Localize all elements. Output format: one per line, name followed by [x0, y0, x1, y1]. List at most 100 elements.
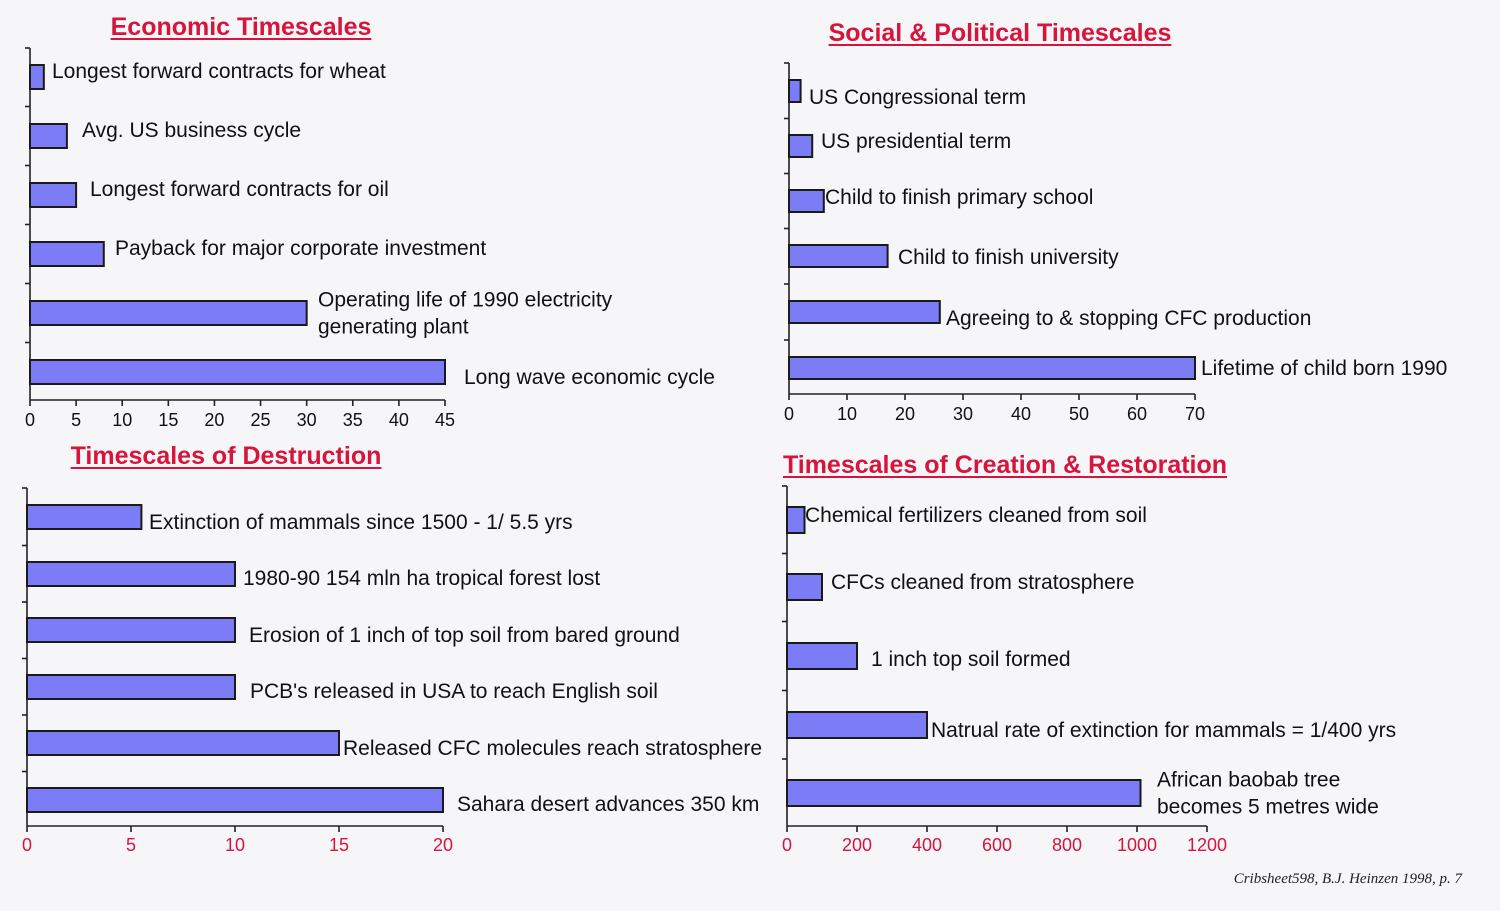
bar — [26, 617, 236, 643]
chart-title: Timescales of Creation & Restoration — [783, 451, 1227, 479]
x-tick-label: 50 — [1069, 404, 1089, 424]
x-tick-label: 70 — [1185, 404, 1205, 424]
x-tick-label: 25 — [251, 410, 271, 430]
category-label: Payback for major corporate investment — [115, 237, 486, 260]
category-label-line: CFCs cleaned from stratosphere — [831, 571, 1134, 594]
category-label: Long wave economic cycle — [464, 366, 715, 389]
chart-title: Timescales of Destruction — [71, 442, 382, 470]
category-label-line: Payback for major corporate investment — [115, 237, 486, 260]
category-label-line: Child to finish university — [898, 246, 1119, 269]
bar — [29, 300, 308, 326]
chart-1: Economic Timescales 0 5 10 15 20 25 30 35 40 45 Lon… — [25, 13, 715, 430]
x-tick-label: 30 — [953, 404, 973, 424]
category-label-line: 1 inch top soil formed — [871, 648, 1071, 671]
bar — [29, 64, 45, 90]
category-label-line: US Congressional term — [809, 86, 1026, 109]
bar — [788, 189, 825, 213]
category-label: PCB's released in USA to reach English s… — [250, 680, 658, 703]
category-label: 1 inch top soil formed — [871, 648, 1071, 671]
x-tick-label: 15 — [158, 410, 178, 430]
x-tick-label: 35 — [343, 410, 363, 430]
category-label-line: generating plant — [318, 316, 469, 339]
x-tick-label: 5 — [126, 835, 136, 855]
category-label-line: Lifetime of child born 1990 — [1201, 357, 1447, 380]
category-label-line: Child to finish primary school — [825, 186, 1093, 209]
category-label: Agreeing to & stopping CFC production — [946, 307, 1311, 330]
bar — [26, 674, 236, 700]
x-tick-label: 5 — [71, 410, 81, 430]
bar — [29, 359, 446, 385]
bar — [26, 787, 444, 813]
category-label: Erosion of 1 inch of top soil from bared… — [249, 624, 680, 647]
bar — [786, 573, 823, 601]
bar — [788, 300, 941, 324]
category-label: Released CFC molecules reach stratospher… — [343, 737, 762, 760]
category-label: Chemical fertilizers cleaned from soil — [805, 504, 1147, 527]
category-label-line: Chemical fertilizers cleaned from soil — [805, 504, 1147, 527]
category-label: Operating life of 1990 electricity genera… — [318, 289, 613, 339]
x-tick-label: 800 — [1052, 835, 1082, 855]
x-tick-label: 20 — [204, 410, 224, 430]
category-label: 1980-90 154 mln ha tropical forest lost — [243, 567, 600, 590]
x-tick-label: 200 — [842, 835, 872, 855]
x-tick-label: 60 — [1127, 404, 1147, 424]
x-tick-label: 20 — [895, 404, 915, 424]
chart-4: Timescales of Creation & Restoration 0 200… — [782, 451, 1396, 855]
bar — [788, 356, 1196, 380]
chart-title: Economic Timescales — [111, 13, 372, 41]
x-tick-label: 30 — [297, 410, 317, 430]
category-label: Longest forward contracts for wheat — [52, 60, 386, 83]
bar — [786, 711, 928, 739]
bar — [786, 642, 858, 670]
bar — [29, 123, 68, 149]
category-label: CFCs cleaned from stratosphere — [831, 571, 1134, 594]
category-label-line: Longest forward contracts for wheat — [52, 60, 386, 83]
category-label-line: Avg. US business cycle — [82, 119, 301, 142]
category-label-line: Agreeing to & stopping CFC production — [946, 307, 1311, 330]
x-tick-label: 20 — [433, 835, 453, 855]
category-label-line: Natrual rate of extinction for mammals =… — [931, 719, 1396, 742]
x-tick-label: 40 — [1011, 404, 1031, 424]
category-label-line: Sahara desert advances 350 km — [457, 793, 759, 816]
category-label: Avg. US business cycle — [82, 119, 301, 142]
bar — [786, 506, 806, 534]
category-label-line: PCB's released in USA to reach English s… — [250, 680, 658, 703]
x-tick-label: 400 — [912, 835, 942, 855]
category-label-line: Longest forward contracts for oil — [90, 178, 389, 201]
chart-2: Social & Political Timescales 0 10 20 30 40 50… — [784, 19, 1447, 424]
bar — [29, 241, 105, 267]
category-label: Lifetime of child born 1990 — [1201, 357, 1447, 380]
x-tick-label: 40 — [389, 410, 409, 430]
category-label: Longest forward contracts for oil — [90, 178, 389, 201]
x-tick-label: 10 — [837, 404, 857, 424]
category-label: African baobab tree becomes 5 metres wide — [1157, 769, 1379, 819]
category-label-line: becomes 5 metres wide — [1157, 796, 1379, 819]
bar — [788, 79, 802, 103]
bar — [29, 182, 78, 208]
x-tick-label: 45 — [435, 410, 455, 430]
bar — [26, 504, 143, 530]
chart-3: Timescales of Destruction 0 5 10 15 20 Extinct… — [22, 442, 762, 855]
bar — [788, 244, 889, 268]
category-label: US Congressional term — [809, 86, 1026, 109]
chart-title: Social & Political Timescales — [829, 19, 1172, 47]
category-label-line: US presidential term — [821, 130, 1011, 153]
x-tick-label: 1000 — [1117, 835, 1157, 855]
x-tick-label: 10 — [225, 835, 245, 855]
bar — [26, 730, 340, 756]
category-label-line: 1980-90 154 mln ha tropical forest lost — [243, 567, 600, 590]
category-label-line: Released CFC molecules reach stratospher… — [343, 737, 762, 760]
x-tick-label: 600 — [982, 835, 1012, 855]
category-label-line: Operating life of 1990 electricity — [318, 289, 613, 312]
bar — [26, 561, 236, 587]
category-label: Natrual rate of extinction for mammals =… — [931, 719, 1396, 742]
source-credit: Cribsheet598, B.J. Heinzen 1998, p. 7 — [1233, 871, 1462, 887]
x-tick-label: 10 — [112, 410, 132, 430]
x-tick-label: 0 — [784, 404, 794, 424]
category-label: Sahara desert advances 350 km — [457, 793, 759, 816]
x-tick-label: 1200 — [1187, 835, 1227, 855]
bar — [788, 134, 814, 158]
x-tick-label: 0 — [25, 410, 35, 430]
